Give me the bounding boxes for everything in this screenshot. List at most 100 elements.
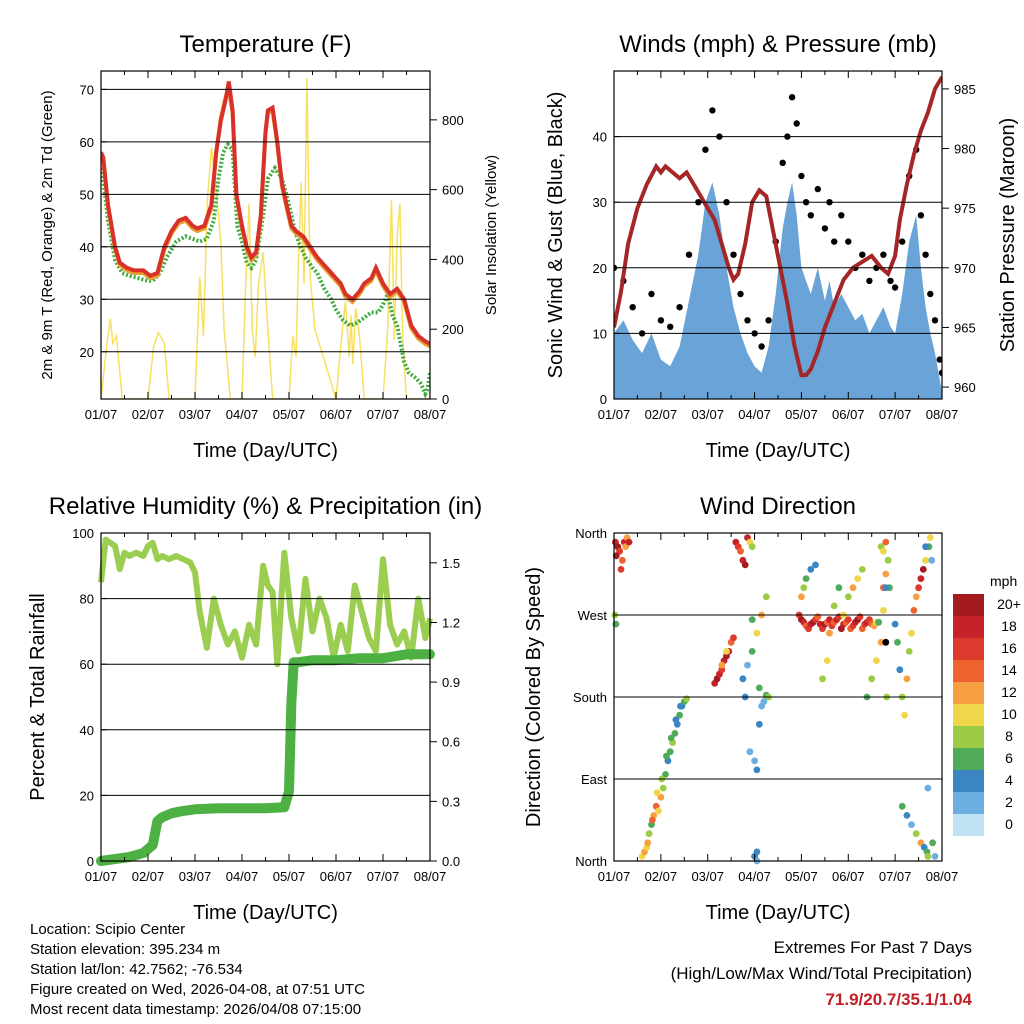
gust-point xyxy=(831,238,838,245)
x-tick-label: 07/07 xyxy=(367,407,400,422)
direction-point xyxy=(844,616,852,623)
direction-point xyxy=(896,666,904,674)
direction-point xyxy=(741,561,749,569)
direction-point xyxy=(908,629,915,637)
direction-point xyxy=(856,613,864,621)
y-tick-label: 20 xyxy=(80,345,94,360)
y-tick-label: 30 xyxy=(593,195,607,210)
x-tick-label: 04/07 xyxy=(226,869,259,884)
direction-point xyxy=(915,584,922,592)
y-tick-label: 0 xyxy=(87,854,94,869)
x-tick-label: 06/07 xyxy=(320,869,353,884)
y-tick-label: 20 xyxy=(80,788,94,803)
direction-point xyxy=(823,657,831,664)
gust-point xyxy=(866,277,873,285)
direction-point xyxy=(844,593,852,601)
station-info: Location: Scipio Center Station elevatio… xyxy=(30,920,365,1020)
direction-point xyxy=(926,534,934,541)
direction-point xyxy=(873,657,880,664)
gust-point xyxy=(702,146,709,153)
x-tick-label: 04/07 xyxy=(226,407,259,422)
x-tick-label: 05/07 xyxy=(785,869,818,884)
relative-humidity-line xyxy=(98,536,433,668)
gust-point xyxy=(859,251,866,258)
direction-point xyxy=(744,661,751,669)
y2-tick-label: 1.5 xyxy=(442,556,460,571)
x-tick-label: 07/07 xyxy=(879,869,912,884)
colorbar-label: 18 xyxy=(1001,618,1017,634)
humidity-precip-panel: 01/07 02/07 03/07 04/07 05/07 06/07 07/07 08/07… xyxy=(27,493,482,924)
direction-point xyxy=(922,543,929,551)
x-tick-label: 03/07 xyxy=(691,407,724,422)
direction-point xyxy=(858,566,866,573)
direction-point xyxy=(645,830,653,838)
y-tick-label: 10 xyxy=(593,326,607,341)
x-tick-label: 02/07 xyxy=(132,407,165,422)
x-tick-label: 05/07 xyxy=(273,407,306,422)
x-tick-label: 02/07 xyxy=(645,869,678,884)
y2-tick-label: 0.0 xyxy=(442,854,460,869)
sonic-wind-area xyxy=(614,182,942,399)
direction-point xyxy=(891,620,899,628)
direction-point xyxy=(929,839,936,847)
y-axis-label: Percent & Total Rainfall xyxy=(27,593,49,801)
x-tick-label: 05/07 xyxy=(273,869,306,884)
y-tick-label: 50 xyxy=(80,187,94,202)
y-tick-label: North xyxy=(575,854,607,869)
y2-tick-label: 0.6 xyxy=(442,735,460,750)
gust-point xyxy=(798,172,805,180)
direction-point xyxy=(814,613,822,621)
x-tick-label: 01/07 xyxy=(85,869,118,884)
direction-point xyxy=(798,593,805,601)
direction-point xyxy=(751,757,758,765)
gust-point xyxy=(709,107,716,114)
direction-point xyxy=(898,802,906,810)
gust-point xyxy=(927,290,934,298)
y2-tick-label: 800 xyxy=(442,113,464,128)
y2-tick-label: 400 xyxy=(442,252,464,267)
direction-point xyxy=(819,675,826,683)
y-tick-label: 80 xyxy=(80,592,94,607)
x-tick-label: 06/07 xyxy=(320,407,353,422)
direction-point xyxy=(802,575,810,582)
extremes-subtitle: (High/Low/Max Wind/Total Precipitation) xyxy=(670,964,972,983)
speed-colorbar: mph 20+ 18 16 14 12 10 8 6 4 2 0 xyxy=(953,573,1021,836)
direction-point xyxy=(880,607,887,614)
y2-tick-label: 1.2 xyxy=(442,615,460,630)
gust-point xyxy=(887,277,894,285)
direction-point xyxy=(617,566,625,573)
y-tick-label: 40 xyxy=(80,723,94,738)
gust-point xyxy=(744,317,751,324)
y2-tick-label: 975 xyxy=(954,201,976,216)
direction-point xyxy=(894,638,901,646)
y2-axis-label: Solar Insolation (Yellow) xyxy=(483,155,500,315)
colorbar-label: 2 xyxy=(1005,794,1013,810)
x-tick-label: 08/07 xyxy=(926,407,959,422)
y2-tick-label: 965 xyxy=(954,320,976,335)
y2-axis-label: Station Pressure (Maroon) xyxy=(997,118,1019,353)
direction-point xyxy=(854,575,862,582)
direction-point xyxy=(882,570,890,578)
x-axis-label: Time (Day/UTC) xyxy=(193,440,338,462)
gust-point xyxy=(891,284,899,291)
colorbar-swatch xyxy=(953,638,984,660)
direction-point xyxy=(657,793,665,801)
gust-point xyxy=(648,290,655,298)
direction-point xyxy=(667,734,675,742)
direction-point xyxy=(868,675,876,683)
direction-point xyxy=(905,648,913,655)
colorbar-swatch xyxy=(953,748,984,770)
direction-point xyxy=(800,584,808,592)
colorbar-label: 6 xyxy=(1005,750,1013,766)
y-axis-label: Sonic Wind & Gust (Blue, Black) xyxy=(545,92,567,379)
temperature-series xyxy=(101,77,430,399)
direction-point xyxy=(912,830,920,838)
latlon-text: Station lat/lon: 42.7562; -76.534 xyxy=(30,961,243,978)
gust-point xyxy=(917,212,925,219)
direction-point xyxy=(849,584,857,592)
direction-point xyxy=(919,566,927,573)
y2-tick-label: 600 xyxy=(442,183,464,198)
gust-point xyxy=(765,317,772,324)
y2-tick-label: 0.9 xyxy=(442,675,460,690)
chart-title: Relative Humidity (%) & Precipitation (i… xyxy=(49,493,482,520)
